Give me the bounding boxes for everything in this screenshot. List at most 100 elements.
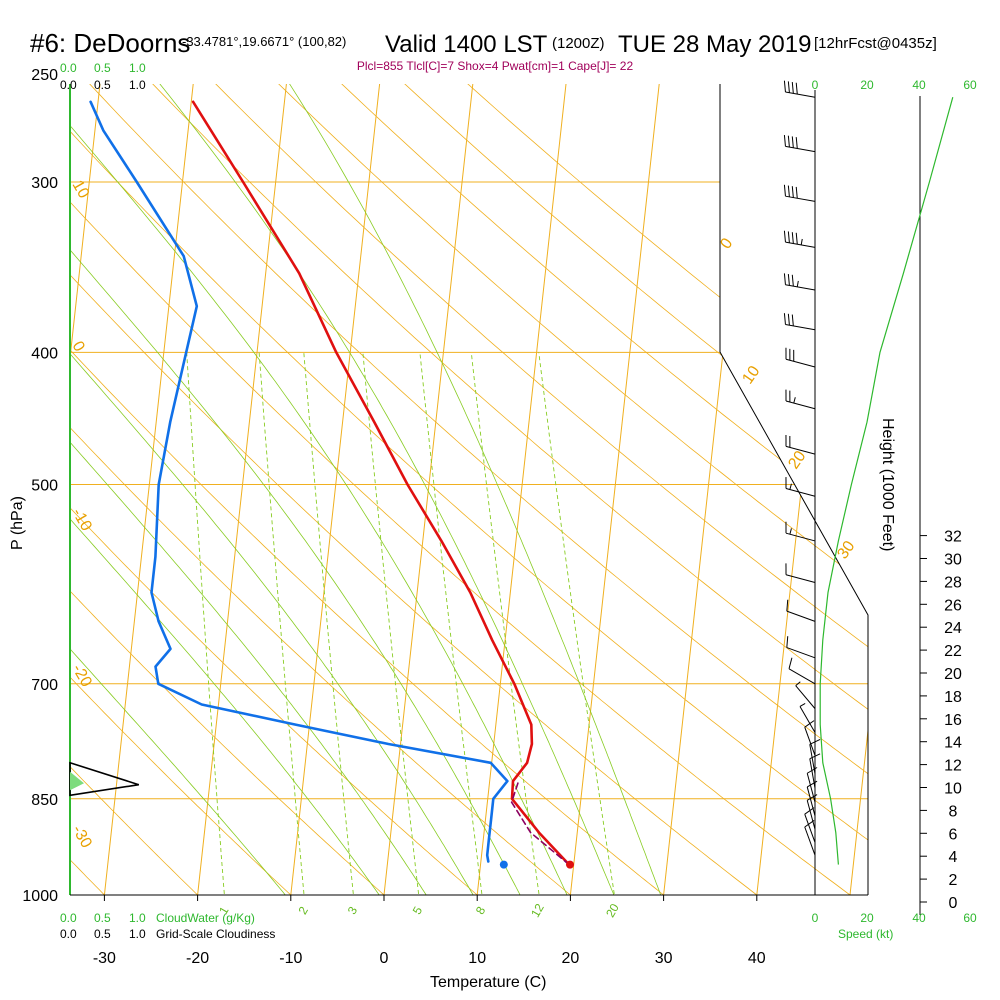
wind-barb-7 [785,389,816,410]
barb-staff [788,668,816,685]
isotherm-0 [382,84,478,895]
barb-flag [804,820,815,828]
height-label-28: 28 [944,574,962,591]
pressure-label-500: 500 [31,478,58,495]
height-label-12: 12 [944,758,962,775]
barb-staff [785,241,816,248]
isotherm--10 [289,84,384,895]
dry-adiabat-40 [70,84,765,895]
height-label-16: 16 [944,712,962,729]
station-title: #6: DeDoorns [30,28,190,58]
y-axis-label: P (hPa) [9,496,26,550]
wind-barb-15 [795,681,816,709]
mixing-ratio-1 [186,352,226,895]
barb-flag [787,274,790,286]
wind-barb-23 [804,807,816,843]
mixing-ratio-label-2: 2 [296,904,312,917]
barb-staff [785,445,816,455]
barb-staff [785,574,816,584]
cloudiness-tick-top-0: 0.0 [60,78,77,92]
speed-tick-bottom-1: 20 [860,911,874,925]
barb-staff [795,685,816,709]
dry-adiabat-0 [70,84,391,895]
barb-flag [795,137,798,149]
barb-staff [785,195,816,202]
barb-flag [783,230,786,243]
cloudiness-tick-top-1: 0.5 [94,78,111,92]
height-label-18: 18 [944,689,962,706]
wind-barb-6 [785,347,816,368]
wind-barb-17 [804,720,816,756]
barb-flag [787,313,790,326]
barb-staff [785,284,816,291]
wind-barb-24 [804,820,816,856]
mixing-ratio-label-12: 12 [528,901,547,920]
barb-flag [786,636,789,648]
speed-tick-top-1: 20 [860,78,874,92]
cloudwater-label: CloudWater (g/Kg) [156,911,255,925]
barb-flag [786,599,789,612]
barb-staff [785,487,816,497]
height-axis-label: Height (1000 Feet) [879,418,896,551]
barb-staff [804,814,816,843]
wind-barb-1 [783,134,816,153]
wind-barb-13 [786,636,816,659]
mixing-ratio-5 [362,352,420,895]
sounding-curves [89,100,574,869]
temp-label--10: -10 [279,950,302,967]
wind-barb-0 [783,80,816,98]
barb-staff [804,727,816,756]
speed-axis-label: Speed (kt) [838,927,893,941]
dry-adiabat-30 [70,84,672,895]
height-label-2: 2 [949,872,958,889]
dry-adiabat-70 [70,84,868,895]
barb-staff [785,400,816,410]
barb-half-flag [789,528,792,535]
utc-time: (1200Z) [552,35,605,52]
wind-barb-4 [783,273,816,291]
mixing-ratio-label-8: 8 [473,904,489,917]
isotherm-label-left-4: -30 [69,823,95,852]
barb-staff [785,532,816,542]
barb-flag [804,807,815,815]
barb-flag [787,81,790,93]
isotherm-label-right-10: 10 [739,363,763,387]
surface-temperature-point [565,860,574,869]
isotherm--30 [103,84,198,895]
height-label-22: 22 [944,643,962,660]
barb-flag [791,186,794,198]
height-label-14: 14 [944,735,962,752]
height-label-24: 24 [944,620,962,637]
thermo-grid [70,84,868,895]
speed-tick-top-2: 40 [912,78,926,92]
cloudiness-tick-bottom-1: 0.5 [94,927,111,941]
speed-tick-bottom-3: 60 [963,911,977,925]
dry-adiabat-20 [70,84,578,895]
temp-label-40: 40 [748,950,766,967]
moist-adiabat-10 [70,84,477,895]
barb-flag [783,134,786,147]
dry-adiabat--10 [70,84,298,895]
dry-adiabat-50 [70,84,859,895]
barb-flag [783,80,786,93]
cloudiness-tick-top-2: 1.0 [129,78,146,92]
mixing-ratio-20 [538,352,616,895]
isotherm-label-left-0: 10 [69,178,93,202]
dry-adiabat-120 [367,84,868,895]
mixing-ratio-3 [303,352,355,895]
barb-staff [786,610,816,622]
barb-flag [787,185,790,197]
moist-adiabat--10 [70,84,291,895]
speed-tick-bottom-2: 40 [912,911,926,925]
cloudiness-tick-bottom-0: 0.0 [60,927,77,941]
barb-staff [785,91,816,98]
cloudwater-tick-bottom-0: 0.0 [60,911,77,925]
barb-flag [795,82,798,95]
barb-flag [806,780,818,788]
temp-label-20: 20 [562,950,580,967]
pressure-label-300: 300 [31,175,58,192]
height-label-20: 20 [944,666,962,683]
barb-staff [806,773,816,803]
height-label-4: 4 [949,849,958,866]
